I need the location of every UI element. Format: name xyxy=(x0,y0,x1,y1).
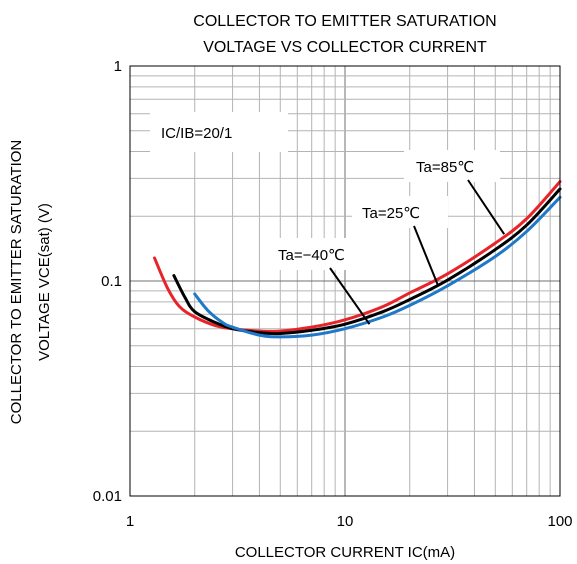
annotation-bg xyxy=(268,238,376,270)
series-line-ta-85 xyxy=(153,180,562,333)
annotation-bg xyxy=(404,150,500,182)
y-axis-label-line1: COLLECTOR TO EMITTER SATURATION xyxy=(8,140,25,424)
annotation-label: Ta=85℃ xyxy=(416,159,474,176)
series-line-ta-minus-40 xyxy=(193,195,562,339)
annotation-ta-minus-40: Ta=−40℃ xyxy=(268,238,376,325)
series-line-ta-25 xyxy=(172,187,562,336)
y-tick-label: 0.1 xyxy=(101,273,122,290)
x-tick-label: 1 xyxy=(126,513,134,530)
x-axis-label: COLLECTOR CURRENT IC(mA) xyxy=(235,544,455,561)
tick-labels: 1 10 100 1 0.1 0.01 xyxy=(93,58,573,530)
x-tick-label: 10 xyxy=(337,513,354,530)
condition-box-bg xyxy=(150,112,288,152)
annotation-bg xyxy=(352,196,448,228)
annotation-leader-line xyxy=(413,225,439,286)
annotations: Ta=85℃ Ta=25℃ Ta=−40℃ xyxy=(268,150,506,325)
x-tick-label: 100 xyxy=(547,513,572,530)
series-lines xyxy=(153,180,562,339)
condition-label: IC/IB=20/1 xyxy=(161,125,232,142)
y-tick-label: 0.01 xyxy=(93,488,122,505)
plot-frame xyxy=(129,65,561,497)
annotation-ta-85: Ta=85℃ xyxy=(404,150,506,235)
chart-title-line2: VOLTAGE VS COLLECTOR CURRENT xyxy=(203,39,487,56)
annotation-leader-line xyxy=(467,179,506,235)
annotation-ta-25: Ta=25℃ xyxy=(352,196,448,286)
annotation-leader-line xyxy=(329,267,371,325)
annotation-label: Ta=25℃ xyxy=(362,205,420,222)
condition-box: IC/IB=20/1 xyxy=(150,112,288,152)
chart-title-line1: COLLECTOR TO EMITTER SATURATION xyxy=(193,13,496,30)
annotation-label: Ta=−40℃ xyxy=(278,247,345,264)
y-axis-label-line2: VOLTAGE VCE(sat) (V) xyxy=(36,203,53,361)
y-tick-label: 1 xyxy=(114,58,122,75)
